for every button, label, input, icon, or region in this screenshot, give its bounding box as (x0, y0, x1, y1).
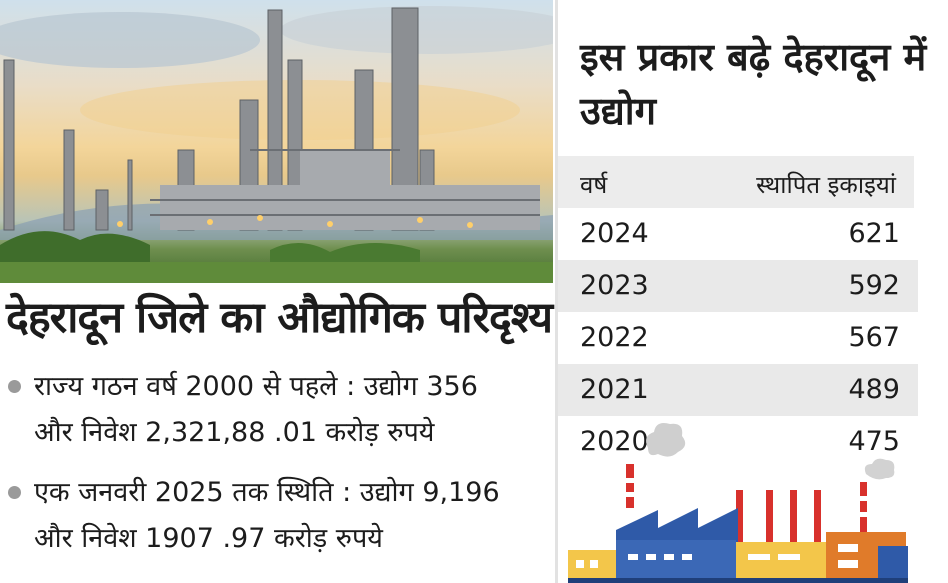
column-header-year: वर्ष (580, 171, 608, 199)
row-year: 2023 (580, 270, 649, 301)
facts-list: राज्य गठन वर्ष 2000 से पहले : उद्योग 356… (6, 364, 551, 576)
column-divider (555, 0, 558, 583)
table-row: 2023 592 (558, 260, 918, 312)
table-row: 2021 489 (558, 364, 918, 416)
fact-line: एक जनवरी 2025 तक स्थिति : उद्योग 9,196 (34, 477, 500, 508)
fact-line: राज्य गठन वर्ष 2000 से पहले : उद्योग 356 (34, 371, 478, 402)
list-item: एक जनवरी 2025 तक स्थिति : उद्योग 9,196 औ… (6, 470, 551, 562)
smoke-icon (646, 423, 686, 457)
refinery-photo (0, 0, 553, 283)
row-units: 567 (848, 322, 900, 353)
row-units: 489 (848, 374, 900, 405)
fact-line: और निवेश 2,321,88 .01 करोड़ रुपये (34, 417, 435, 448)
row-units: 475 (848, 426, 900, 457)
table-header: वर्ष स्थापित इकाइयां (558, 156, 914, 208)
bullet-icon (8, 380, 21, 393)
row-units: 592 (848, 270, 900, 301)
stats-panel: इस प्रकार बढ़े देहरादून में उद्योग वर्ष … (558, 0, 948, 583)
row-year: 2024 (580, 218, 649, 249)
fact-line: और निवेश 1907 .97 करोड़ रुपये (34, 523, 383, 554)
row-year: 2021 (580, 374, 649, 405)
table-body: 2024 621 2023 592 2022 567 2021 489 2020… (558, 208, 918, 468)
bullet-icon (8, 486, 21, 499)
row-year: 2020 (580, 426, 649, 457)
article-headline: देहरादून जिले का औद्योगिक परिदृश्य (6, 293, 553, 343)
row-units: 621 (848, 218, 900, 249)
table-row: 2022 567 (558, 312, 918, 364)
table-row: 2024 621 (558, 208, 918, 260)
panel-title: इस प्रकार बढ़े देहरादून में उद्योग (580, 35, 927, 133)
row-year: 2022 (580, 322, 649, 353)
list-item: राज्य गठन वर्ष 2000 से पहले : उद्योग 356… (6, 364, 551, 456)
column-header-units: स्थापित इकाइयां (756, 171, 896, 199)
smoke-icon (864, 458, 895, 480)
table-row: 2020 475 (558, 416, 918, 468)
factory-illustration-icon (568, 464, 908, 583)
